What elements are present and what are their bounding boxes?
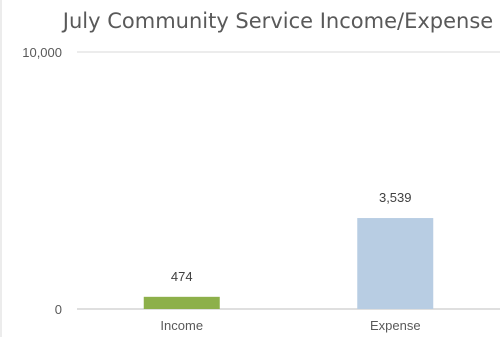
category-label-expense: Expense [370, 318, 421, 333]
bar-expense [357, 218, 434, 309]
y-tick-label: 0 [55, 302, 62, 317]
data-label-income: 474 [171, 269, 193, 284]
y-axis-ticks: 0 10,000 [22, 45, 62, 317]
bar-income [143, 296, 220, 309]
y-tick-label: 10,000 [22, 45, 62, 60]
data-labels: 474 3,539 [171, 190, 412, 284]
chart-title: July Community Service Income/Expense [61, 9, 493, 33]
category-label-income: Income [160, 318, 203, 333]
x-axis-categories: Income Expense [160, 318, 420, 333]
gridlines [77, 51, 500, 310]
bars [143, 218, 434, 309]
data-label-expense: 3,539 [379, 190, 412, 205]
